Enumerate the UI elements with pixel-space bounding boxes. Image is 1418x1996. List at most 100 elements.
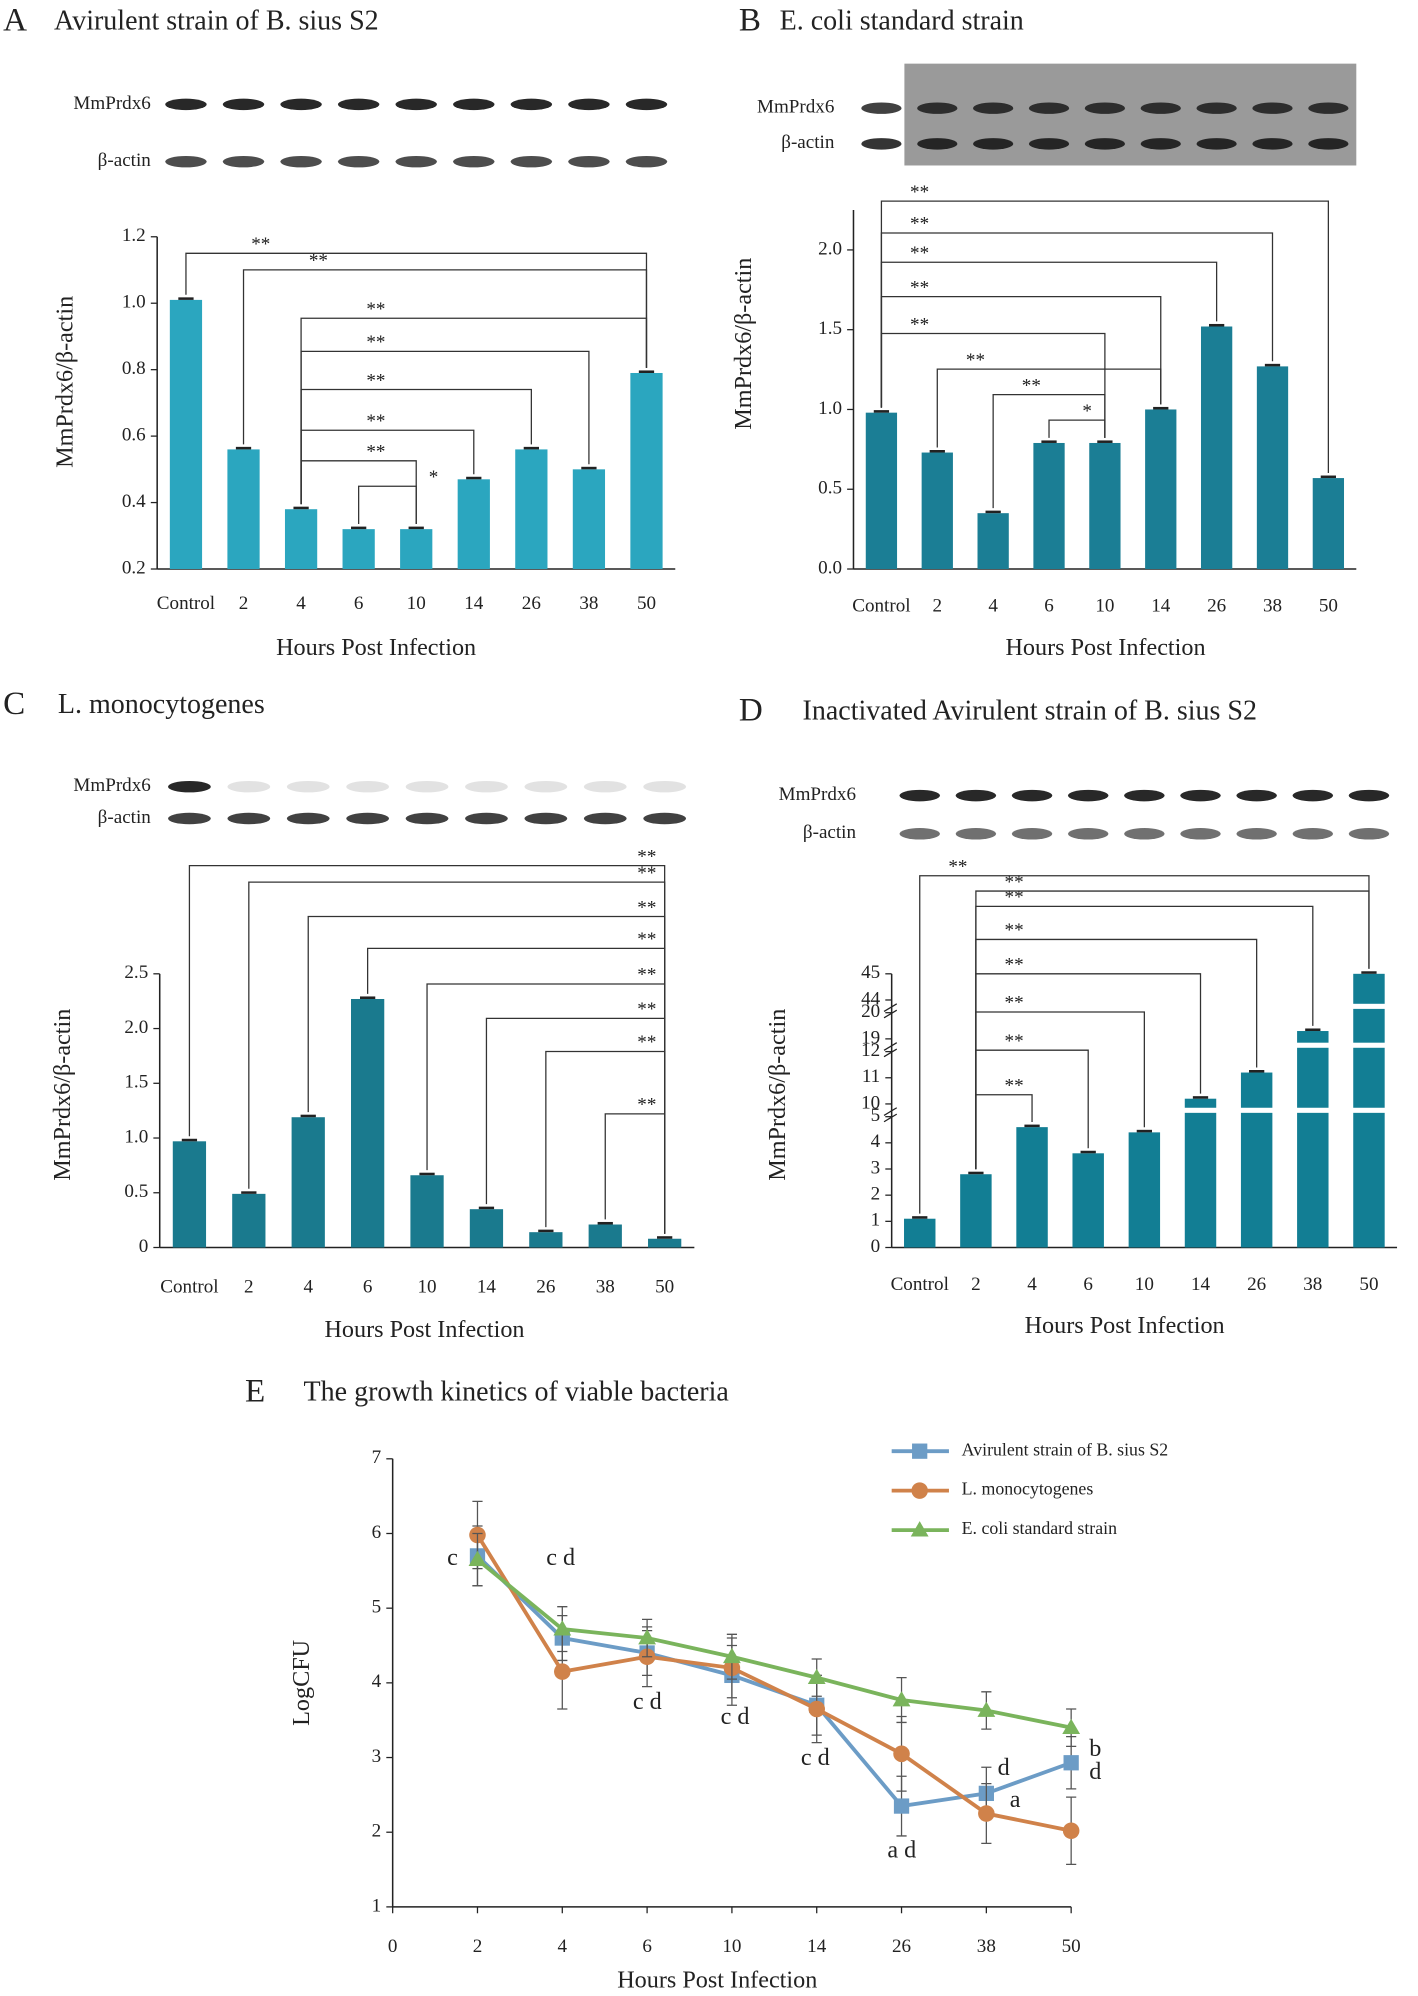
y-tick-label: 1 (372, 1895, 382, 1916)
x-tick-label: 38 (977, 1936, 996, 1957)
y-tick-label: 2.0 (124, 1017, 148, 1038)
bar-break (1295, 1042, 1330, 1048)
axis-break (883, 1003, 898, 1019)
blot-band (1252, 138, 1293, 150)
bar-break (1352, 1107, 1386, 1113)
letter-annotation: a (1010, 1786, 1021, 1813)
blot-band (524, 812, 568, 825)
blot-band (222, 155, 265, 168)
bar (1072, 1153, 1104, 1248)
panel-letter: E (245, 1373, 265, 1409)
y-tick-label: 1.2 (122, 225, 146, 246)
letter-annotation: c (447, 1544, 458, 1571)
y-tick-label: 0 (871, 1236, 881, 1257)
blot-band (510, 98, 553, 111)
y-tick-label: 3 (871, 1157, 881, 1178)
x-tick-label: 4 (303, 1277, 313, 1298)
x-axis-label: Hours Post Infection (324, 1316, 524, 1343)
bar (169, 299, 203, 570)
legend-marker (912, 1443, 928, 1459)
y-tick-label: 0.5 (818, 478, 842, 499)
marker (553, 1620, 572, 1636)
chart-title: Inactivated Avirulent strain of B. sius … (803, 695, 1257, 726)
significance-label: ** (910, 314, 929, 335)
bar (291, 1117, 325, 1248)
significance-bracket (604, 1113, 666, 1234)
blot-band (1180, 828, 1221, 840)
significance-label: ** (366, 442, 385, 463)
marker (723, 1647, 741, 1664)
x-tick-label: 10 (407, 593, 426, 614)
y-tick-label: 4 (871, 1131, 881, 1152)
blot-band (280, 98, 322, 111)
bar (351, 998, 385, 1248)
marker (1063, 1755, 1079, 1771)
letter-annotation: c d (546, 1544, 575, 1571)
blot-label: β-actin (98, 807, 152, 828)
significance-label: ** (910, 214, 929, 235)
bar (588, 1224, 622, 1248)
blot-band (227, 812, 271, 825)
blot-band (165, 155, 207, 168)
x-tick-label: 14 (477, 1277, 497, 1298)
marker (1062, 1822, 1080, 1839)
x-tick-label: 38 (596, 1277, 615, 1298)
y-axis-label: MmPrdx6/β-actin (730, 258, 757, 430)
significance-label: ** (1005, 920, 1024, 941)
significance-label: ** (366, 332, 385, 353)
blot-band (973, 138, 1014, 150)
significance-label: ** (1005, 1075, 1024, 1096)
marker (978, 1805, 995, 1822)
marker (638, 1629, 657, 1645)
significance-label: ** (1005, 993, 1024, 1014)
legend-marker (911, 1482, 928, 1499)
y-tick-label: 6 (372, 1522, 382, 1543)
significance-label: ** (910, 243, 929, 264)
marker (893, 1745, 910, 1763)
blot-band (395, 98, 437, 111)
x-axis-label: Hours Post Infection (1025, 1312, 1225, 1339)
y-tick-label: 0.4 (122, 491, 146, 512)
significance-label: ** (637, 1032, 656, 1053)
blot-band (465, 812, 508, 825)
x-tick-label: 38 (579, 593, 598, 614)
x-tick-label: 6 (354, 593, 364, 614)
marker (977, 1701, 996, 1717)
blot-band (1011, 789, 1053, 802)
y-axis-label: MmPrdx6/β-actin (49, 1009, 76, 1181)
significance-label: ** (637, 999, 656, 1020)
panel-letter: D (739, 692, 763, 728)
significance-label: ** (366, 411, 385, 432)
y-tick-label: 11 (862, 1066, 880, 1087)
axis-break (883, 1042, 898, 1058)
y-tick-label: 1.5 (818, 318, 842, 339)
bar (572, 469, 606, 570)
blot-band (337, 155, 380, 168)
bar (529, 1232, 563, 1248)
series-line (475, 1533, 1072, 1833)
y-tick-label: 1.5 (124, 1072, 148, 1093)
bar (904, 1218, 936, 1248)
x-tick-label: 10 (1095, 596, 1114, 617)
significance-label: ** (309, 251, 328, 272)
blot-band (524, 780, 568, 793)
significance-label: ** (1005, 872, 1024, 893)
bar (515, 449, 548, 570)
blot-band (625, 155, 668, 168)
x-tick-label: 4 (558, 1936, 568, 1957)
panel-letter: B (739, 3, 761, 39)
x-tick-label: 4 (988, 596, 998, 617)
blot-band (1348, 789, 1390, 802)
blot-band (583, 780, 627, 793)
marker (468, 1550, 487, 1566)
blot-band (861, 102, 902, 114)
significance-label: ** (1022, 375, 1041, 396)
x-tick-label: 26 (1247, 1274, 1266, 1295)
bar-break (1183, 1107, 1218, 1113)
blot-band (1067, 828, 1109, 840)
x-tick-label: 14 (807, 1936, 827, 1957)
bar (1145, 409, 1177, 570)
blot-band (227, 780, 271, 793)
blot-band (165, 98, 207, 111)
